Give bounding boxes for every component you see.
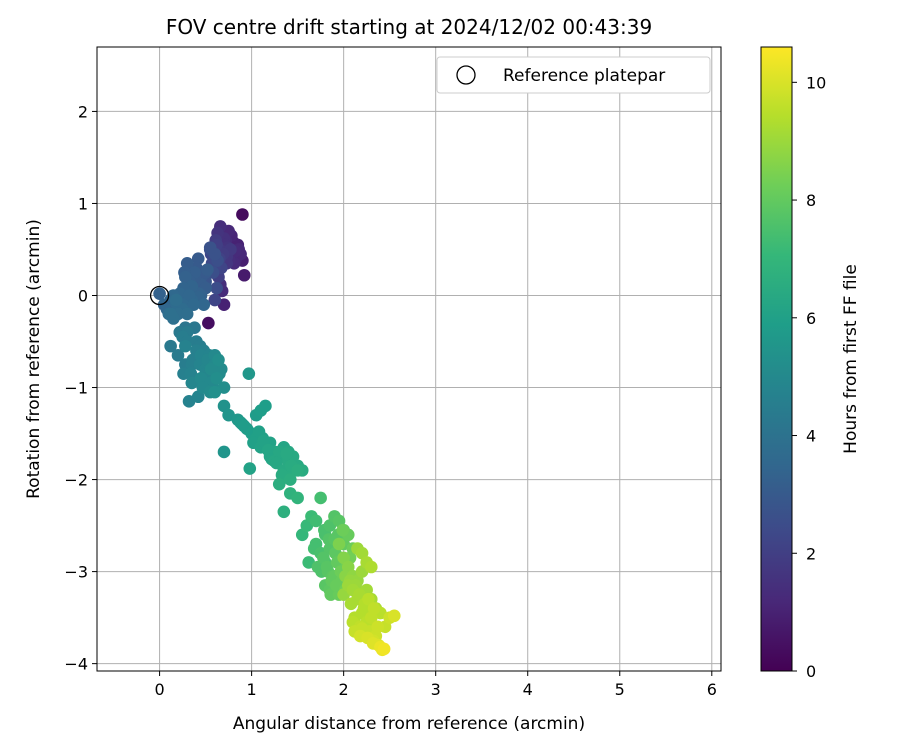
x-tick-label: 3 <box>431 680 441 699</box>
data-point <box>208 385 222 399</box>
data-point <box>280 447 293 461</box>
colorbar-tick-label: 10 <box>806 73 826 92</box>
x-tick-label: 5 <box>615 680 625 699</box>
data-point <box>291 491 304 505</box>
chart-title: FOV centre drift starting at 2024/12/02 … <box>166 15 652 39</box>
data-point <box>332 537 346 551</box>
data-point <box>179 270 192 284</box>
data-point <box>236 208 249 221</box>
y-tick-label: 1 <box>78 194 88 213</box>
data-point <box>212 353 225 367</box>
data-point <box>184 367 198 381</box>
data-point <box>204 362 218 376</box>
data-point <box>217 445 231 459</box>
colorbar: 0 2 4 6 8 10 Hours from first FF file <box>760 46 861 681</box>
data-point <box>277 505 291 519</box>
data-point <box>201 263 214 277</box>
colorbar-gradient <box>760 46 793 672</box>
data-point <box>179 339 192 353</box>
data-point <box>283 473 297 486</box>
x-tick-label: 6 <box>707 680 717 699</box>
data-point <box>314 491 327 505</box>
x-axis-label: Angular distance from reference (arcmin) <box>233 714 585 734</box>
data-points <box>153 208 401 657</box>
data-point <box>242 367 256 381</box>
data-point <box>210 281 223 295</box>
data-point <box>362 592 375 606</box>
data-point <box>272 477 286 491</box>
y-tick-label: 0 <box>78 286 88 305</box>
legend-marker-icon <box>456 65 476 85</box>
y-tick-label: −2 <box>64 471 88 490</box>
y-tick-label: −3 <box>64 563 88 582</box>
data-point <box>387 609 401 623</box>
reference-point-marker <box>149 285 170 306</box>
colorbar-tick-label: 8 <box>806 191 816 210</box>
data-point <box>371 620 385 634</box>
colorbar-tick-label: 2 <box>806 544 816 563</box>
colorbar-ticks: 0 2 4 6 8 10 <box>792 73 826 681</box>
y-tick-label: 2 <box>78 102 88 121</box>
x-axis-ticks: 0 1 2 3 4 5 6 <box>154 671 717 699</box>
data-point <box>171 349 185 362</box>
data-point <box>164 339 177 353</box>
colorbar-tick-label: 6 <box>806 309 816 328</box>
data-point <box>243 462 257 475</box>
data-point <box>344 597 358 611</box>
data-point <box>377 642 391 656</box>
data-point <box>180 307 194 321</box>
y-axis-label: Rotation from reference (arcmin) <box>24 219 44 499</box>
colorbar-tick-label: 0 <box>806 662 816 681</box>
data-point <box>309 514 323 528</box>
y-axis-ticks: −4 −3 −2 −1 0 1 2 <box>64 102 97 674</box>
data-point <box>164 307 177 321</box>
data-point <box>291 464 304 477</box>
data-point <box>202 316 215 330</box>
data-point <box>237 268 251 282</box>
data-point <box>320 560 334 574</box>
data-point <box>203 241 217 254</box>
data-point <box>208 293 222 307</box>
reference-point <box>149 285 170 306</box>
data-point <box>197 298 211 311</box>
legend-box <box>436 56 711 94</box>
y-tick-label: −4 <box>64 655 88 674</box>
data-point <box>364 560 378 574</box>
colorbar-tick-label: 4 <box>806 427 816 446</box>
data-point <box>153 287 166 300</box>
data-point <box>367 602 381 615</box>
x-tick-label: 2 <box>339 680 349 699</box>
data-point <box>336 523 350 537</box>
x-tick-label: 4 <box>523 680 533 699</box>
legend: Reference platepar <box>436 56 711 94</box>
y-tick-label: −1 <box>64 379 88 398</box>
data-point <box>169 293 183 307</box>
x-tick-label: 1 <box>247 680 257 699</box>
data-point <box>187 298 200 311</box>
x-tick-label: 0 <box>154 680 164 699</box>
data-point <box>210 372 223 385</box>
plot-area-frame <box>96 46 722 672</box>
data-point <box>259 399 272 413</box>
colorbar-label: Hours from first FF file <box>841 264 861 454</box>
legend-entry-reference: Reference platepar <box>503 66 665 86</box>
